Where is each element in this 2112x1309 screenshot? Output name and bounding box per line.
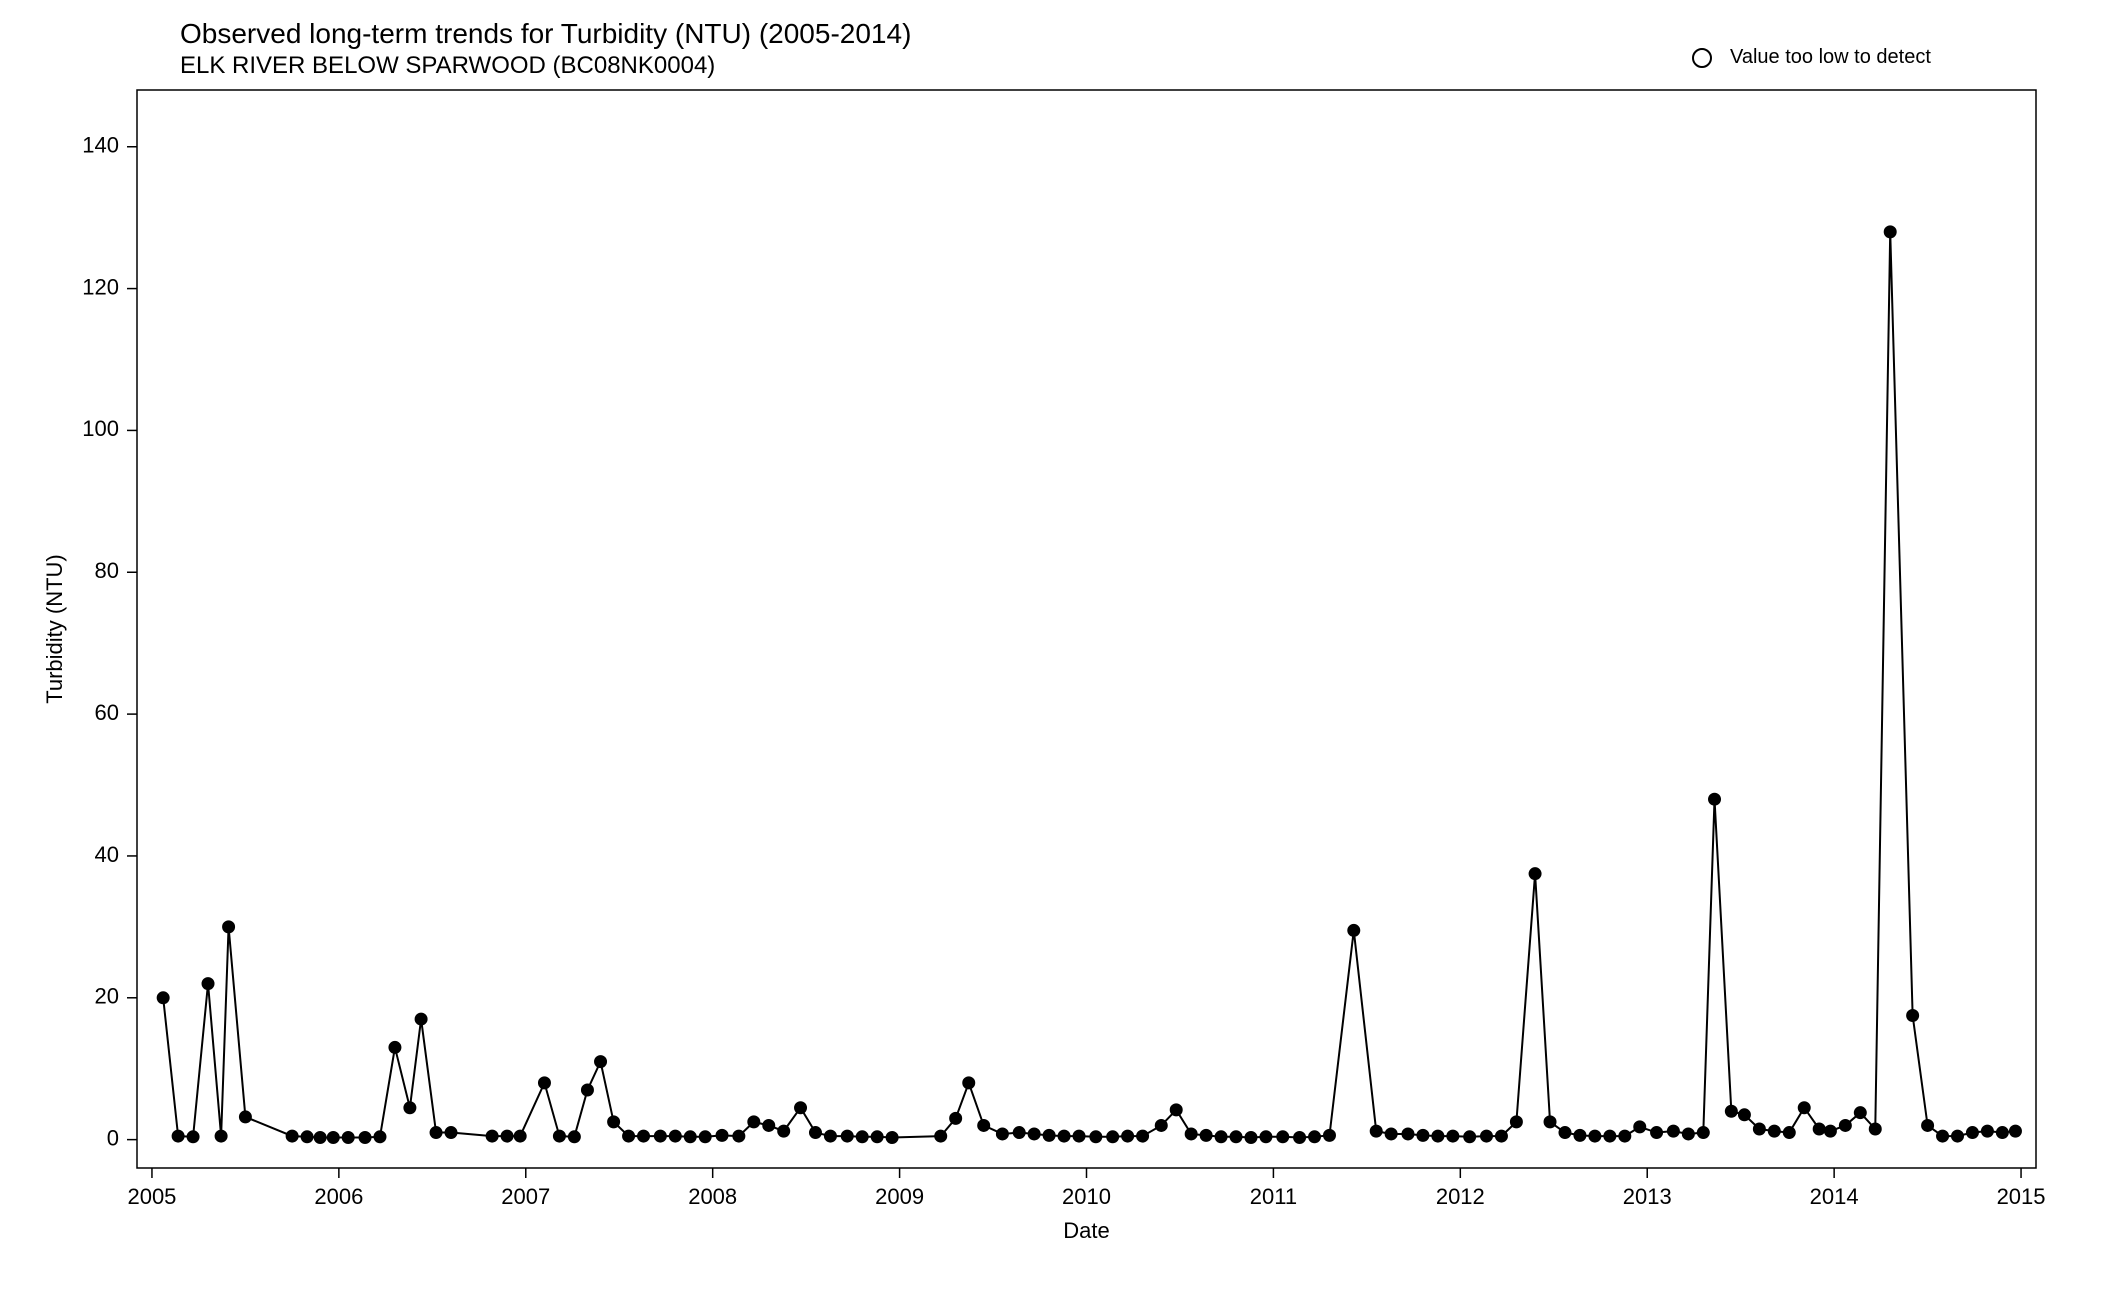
chart-title: Observed long-term trends for Turbidity … (180, 18, 911, 50)
chart-container: Observed long-term trends for Turbidity … (0, 0, 2112, 1309)
svg-text:2014: 2014 (1810, 1184, 1859, 1209)
plot-area: 0 20 40 60 80 100 120 140 2005 2006 2007 2008 2009 20… (0, 0, 2112, 1309)
legend: Value too low to detect (1692, 46, 1931, 69)
svg-text:2005: 2005 (127, 1184, 176, 1209)
svg-text:40: 40 (95, 842, 119, 867)
svg-text:2011: 2011 (1250, 1184, 1297, 1209)
svg-text:0: 0 (107, 1125, 119, 1150)
legend-marker-circle-icon (1692, 48, 1712, 68)
svg-text:2012: 2012 (1436, 1184, 1485, 1209)
svg-text:60: 60 (95, 700, 119, 725)
svg-text:120: 120 (82, 274, 119, 299)
svg-text:80: 80 (95, 558, 119, 583)
svg-text:Turbidity (NTU): Turbidity (NTU) (42, 554, 67, 704)
svg-text:Date: Date (1063, 1218, 1109, 1243)
svg-text:2007: 2007 (501, 1184, 550, 1209)
svg-text:100: 100 (82, 416, 119, 441)
svg-text:140: 140 (82, 133, 119, 158)
svg-text:2013: 2013 (1623, 1184, 1672, 1209)
svg-text:2010: 2010 (1062, 1184, 1111, 1209)
svg-text:2009: 2009 (875, 1184, 924, 1209)
svg-text:2008: 2008 (688, 1184, 737, 1209)
svg-text:2015: 2015 (1997, 1184, 2046, 1209)
legend-label: Value too low to detect (1730, 46, 1931, 69)
chart-subtitle: ELK RIVER BELOW SPARWOOD (BC08NK0004) (180, 52, 715, 80)
svg-text:2006: 2006 (314, 1184, 363, 1209)
svg-text:20: 20 (95, 984, 119, 1009)
